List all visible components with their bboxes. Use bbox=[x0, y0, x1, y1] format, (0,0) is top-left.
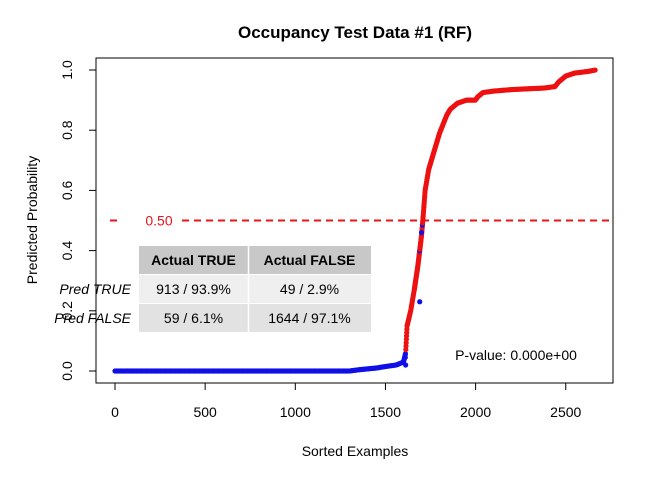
data-point bbox=[418, 229, 425, 236]
plot-frame bbox=[95, 57, 614, 384]
table-header-bg bbox=[139, 246, 371, 274]
y-tick-label: 0.2 bbox=[59, 301, 75, 321]
x-tick-label: 0 bbox=[111, 404, 119, 420]
table-row-bg bbox=[139, 304, 371, 332]
x-tick-label: 2500 bbox=[550, 404, 581, 420]
y-tick-label: 0.0 bbox=[59, 361, 75, 381]
y-axis-label: Predicted Probability bbox=[24, 156, 40, 284]
table-cell: 49 / 2.9% bbox=[280, 281, 339, 297]
plot-area: 0 500 1000 1500 2000 2500 0.0 0.2 0.4 0.6 0.8 1.0 0… bbox=[54, 57, 614, 420]
table-row-bg bbox=[139, 275, 371, 303]
data-point bbox=[402, 354, 408, 361]
x-tick-label: 500 bbox=[193, 404, 217, 420]
y-tick-label: 1.0 bbox=[59, 60, 75, 80]
chart-title: Occupancy Test Data #1 (RF) bbox=[238, 23, 472, 42]
y-tick-label: 0.4 bbox=[59, 241, 75, 261]
x-tick-label: 2000 bbox=[460, 404, 491, 420]
data-point bbox=[402, 351, 409, 357]
table-cell: 59 / 6.1% bbox=[164, 310, 223, 326]
table-col-header: Actual FALSE bbox=[264, 252, 356, 268]
axis-ticks: 0 500 1000 1500 2000 2500 0.0 0.2 0.4 0.6 0.8 1.0 bbox=[59, 60, 582, 420]
data-point bbox=[403, 362, 409, 368]
table-cell: 913 / 93.9% bbox=[156, 281, 231, 297]
x-tick-label: 1000 bbox=[280, 404, 311, 420]
table-row-label: Pred FALSE bbox=[54, 310, 131, 326]
data-point bbox=[592, 67, 598, 73]
table-col-header: Actual TRUE bbox=[151, 252, 236, 268]
threshold-line: 0.50 bbox=[110, 213, 613, 229]
data-points bbox=[112, 67, 598, 374]
data-point bbox=[417, 299, 423, 305]
pvalue-annotation: P-value: 0.000e+00 bbox=[455, 347, 577, 363]
y-tick-label: 0.8 bbox=[59, 120, 75, 140]
y-tick-label: 0.6 bbox=[59, 180, 75, 200]
threshold-label: 0.50 bbox=[145, 213, 172, 229]
x-tick-label: 1500 bbox=[370, 404, 401, 420]
table-cell: 1644 / 97.1% bbox=[268, 310, 351, 326]
x-axis-label: Sorted Examples bbox=[302, 443, 409, 459]
